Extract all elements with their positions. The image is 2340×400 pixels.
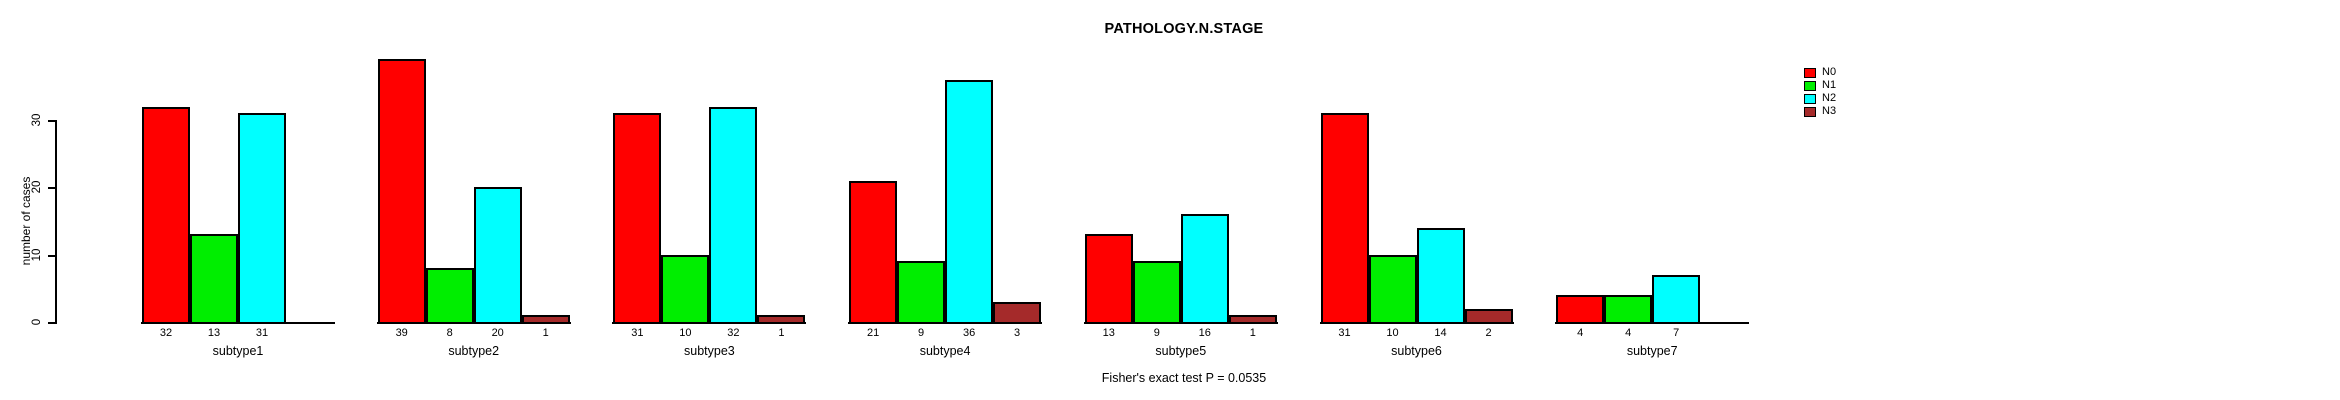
bar-value-label: 31: [255, 327, 269, 339]
x-category-label: subtype4: [919, 344, 971, 358]
legend-label: N0: [1822, 66, 1837, 78]
bar-subtype1-N2: [238, 113, 286, 324]
legend-swatch-N3: [1804, 106, 1816, 117]
y-tick-label: 30: [31, 113, 43, 127]
bar-subtype3-N3: [757, 315, 806, 324]
bar-subtype5-N3: [1228, 315, 1277, 324]
bar-value-label: 32: [159, 327, 173, 339]
bar-subtype5-N2: [1180, 214, 1229, 324]
bar-value-label: 14: [1434, 327, 1447, 339]
bar-value-label: 2: [1485, 327, 1492, 339]
legend: N0 N1 N2 N3: [1804, 66, 1836, 118]
bar-value-label: 10: [679, 327, 692, 339]
y-axis-tick: [48, 187, 55, 190]
bar-value-label: 13: [207, 327, 221, 339]
bar-subtype6-N3: [1464, 308, 1513, 324]
bar-value-label: 20: [491, 327, 504, 339]
footer-annotation: Fisher's exact test P = 0.0535: [1101, 371, 1267, 385]
legend-label: N1: [1822, 79, 1837, 91]
bar-value-label: 31: [1338, 327, 1351, 339]
bar-subtype1-N1: [190, 234, 238, 324]
bar-value-label: 4: [1625, 327, 1632, 339]
y-axis-tick: [48, 322, 55, 324]
legend-label: N2: [1822, 92, 1837, 104]
bar-subtype7-N0: [1556, 295, 1605, 324]
x-category-label: subtype2: [448, 344, 500, 358]
bar-value-label: 8: [446, 327, 453, 339]
legend-swatch-N2: [1804, 93, 1816, 104]
bar-subtype3-N0: [613, 113, 662, 324]
bar-subtype5-N0: [1084, 234, 1133, 324]
bar-subtype1-N0: [142, 106, 190, 324]
legend-swatch-N1: [1804, 80, 1816, 91]
chart-title: PATHOLOGY.N.STAGE: [1104, 21, 1264, 37]
legend-item: N1: [1804, 79, 1836, 92]
bar-value-label: 10: [1386, 327, 1399, 339]
legend-label: N3: [1822, 105, 1837, 117]
bar-subtype2-N3: [521, 315, 570, 324]
bar-subtype5-N1: [1132, 261, 1181, 324]
bar-subtype3-N1: [661, 254, 710, 324]
x-category-label: subtype5: [1155, 344, 1207, 358]
bar-subtype2-N1: [425, 268, 474, 324]
bar-subtype3-N2: [709, 106, 758, 324]
bar-subtype7-N2: [1652, 274, 1701, 324]
bar-value-label: 16: [1198, 327, 1211, 339]
bar-subtype7-N1: [1604, 295, 1653, 324]
bar-subtype6-N1: [1368, 254, 1417, 324]
bar-value-label: 9: [1153, 327, 1160, 339]
bar-value-label: 21: [866, 327, 880, 339]
y-axis-line: [55, 120, 57, 324]
bar-value-label: 1: [1249, 327, 1256, 339]
bar-value-label: 3: [1014, 327, 1021, 339]
bar-value-label: 31: [631, 327, 644, 339]
legend-item: N3: [1804, 105, 1836, 118]
x-category-label: subtype1: [212, 344, 264, 358]
bar-subtype6-N2: [1416, 227, 1465, 324]
bar-value-label: 1: [778, 327, 785, 339]
bar-subtype4-N1: [897, 261, 946, 324]
y-axis-title: number of cases: [19, 176, 33, 266]
bar-value-label: 4: [1577, 327, 1584, 339]
bar-subtype4-N3: [993, 301, 1042, 324]
bar-subtype4-N2: [945, 79, 994, 324]
bar-value-label: 1: [542, 327, 549, 339]
bar-subtype4-N0: [849, 180, 898, 324]
legend-swatch-N0: [1804, 67, 1816, 78]
legend-item: N2: [1804, 92, 1836, 105]
bar-subtype6-N0: [1320, 113, 1369, 324]
y-axis-tick: [48, 254, 55, 257]
bar-value-label: 9: [918, 327, 925, 339]
x-category-label: subtype3: [684, 344, 735, 358]
x-category-label: subtype6: [1391, 344, 1442, 358]
bar-subtype2-N2: [473, 187, 522, 324]
bar-value-label: 39: [395, 327, 408, 339]
y-tick-label: 0: [31, 318, 43, 326]
bar-value-label: 7: [1673, 327, 1680, 339]
legend-item: N0: [1804, 66, 1836, 79]
bar-value-label: 32: [727, 327, 740, 339]
y-axis-tick: [48, 120, 55, 123]
bar-value-label: 13: [1102, 327, 1115, 339]
bar-subtype2-N0: [377, 59, 426, 324]
x-category-label: subtype7: [1626, 344, 1678, 358]
bar-value-label: 36: [962, 327, 976, 339]
